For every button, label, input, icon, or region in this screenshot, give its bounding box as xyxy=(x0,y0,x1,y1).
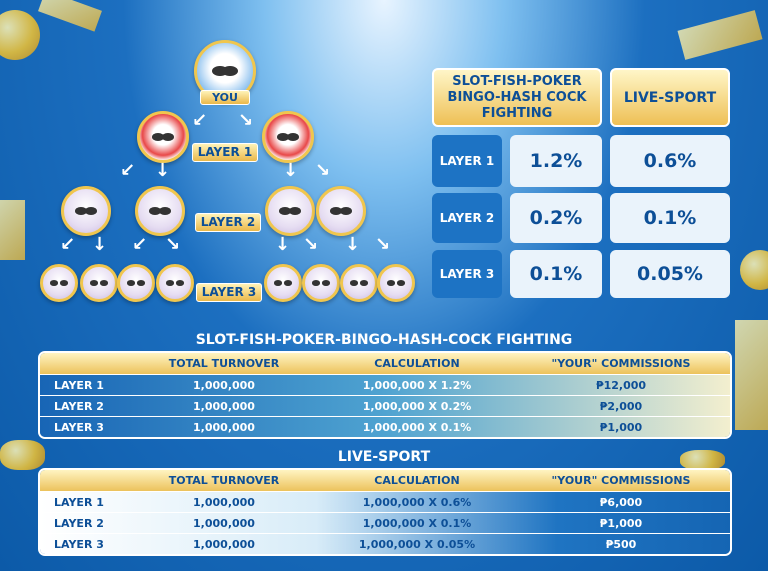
confetti-decoration xyxy=(0,200,25,260)
calculation-cell: 1,000,000 X 0.05% xyxy=(358,537,476,551)
layer-cell: LAYER 1 xyxy=(54,495,104,509)
layer-cell: LAYER 2 xyxy=(54,516,104,530)
col-header: "YOUR" COMMISSIONS xyxy=(551,474,691,487)
col-header: TOTAL TURNOVER xyxy=(168,474,280,487)
turnover-cell: 1,000,000 xyxy=(193,516,255,530)
layer3-avatar xyxy=(302,264,340,302)
coin-stack-decoration xyxy=(0,440,45,470)
table-header: TOTAL TURNOVER CALCULATION "YOUR" COMMIS… xyxy=(40,353,730,374)
arrow-icon: ↓ xyxy=(92,234,108,255)
layer-cell: LAYER 2 xyxy=(54,399,104,413)
arrow-icon: ↘ xyxy=(375,234,391,255)
confetti-decoration xyxy=(38,0,102,32)
rate-slot-value: 1.2% xyxy=(510,135,602,187)
layer-cell: LAYER 3 xyxy=(54,537,104,551)
gold-coin-decoration xyxy=(0,10,40,60)
arrow-icon: ↓ xyxy=(155,160,171,181)
table-row: LAYER 1 1,000,000 1,000,000 X 0.6% ₱6,00… xyxy=(40,491,730,512)
layer3-avatar xyxy=(80,264,118,302)
table-row: LAYER 1 1,000,000 1,000,000 X 1.2% ₱12,0… xyxy=(40,374,730,395)
table-row: LAYER 3 1,000,000 1,000,000 X 0.1% ₱1,00… xyxy=(40,416,730,437)
slot-commission-table: TOTAL TURNOVER CALCULATION "YOUR" COMMIS… xyxy=(38,351,732,439)
arrow-down-right-icon: ↘ xyxy=(238,110,254,131)
layer2-avatar xyxy=(135,186,185,236)
sport-table-title: LIVE-SPORT xyxy=(337,449,431,465)
table-row: LAYER 2 1,000,000 1,000,000 X 0.2% ₱2,00… xyxy=(40,395,730,416)
arrow-icon: ↙ xyxy=(60,234,76,255)
arrow-icon: ↓ xyxy=(345,234,361,255)
sport-commission-table: TOTAL TURNOVER CALCULATION "YOUR" COMMIS… xyxy=(38,468,732,556)
commission-cell: ₱12,000 xyxy=(595,378,647,392)
turnover-cell: 1,000,000 xyxy=(193,495,255,509)
layer3-label: LAYER 3 xyxy=(196,283,262,302)
arrow-icon: ↙ xyxy=(120,160,136,181)
calculation-cell: 1,000,000 X 0.6% xyxy=(362,495,472,509)
arrow-icon: ↘ xyxy=(315,160,331,181)
layer3-avatar xyxy=(340,264,378,302)
rate-layer-label: LAYER 2 xyxy=(432,193,502,243)
layer3-avatar xyxy=(377,264,415,302)
arrow-icon: ↓ xyxy=(283,160,299,181)
rate-slot-value: 0.2% xyxy=(510,193,602,243)
calculation-cell: 1,000,000 X 1.2% xyxy=(362,378,472,392)
rate-sport-value: 0.6% xyxy=(610,135,730,187)
layer-cell: LAYER 3 xyxy=(54,420,104,434)
arrow-icon: ↘ xyxy=(303,234,319,255)
you-label: YOU xyxy=(200,90,250,105)
layer3-avatar xyxy=(117,264,155,302)
table-header: TOTAL TURNOVER CALCULATION "YOUR" COMMIS… xyxy=(40,470,730,491)
commission-cell: ₱1,000 xyxy=(599,420,643,434)
layer2-label: LAYER 2 xyxy=(195,213,261,232)
turnover-cell: 1,000,000 xyxy=(193,378,255,392)
col-header: TOTAL TURNOVER xyxy=(168,357,280,370)
commission-cell: ₱6,000 xyxy=(599,495,643,509)
layer-cell: LAYER 1 xyxy=(54,378,104,392)
arrow-icon: ↘ xyxy=(165,234,181,255)
rate-sport-value: 0.1% xyxy=(610,193,730,243)
turnover-cell: 1,000,000 xyxy=(193,420,255,434)
slot-table-title: SLOT-FISH-POKER-BINGO-HASH-COCK FIGHTING xyxy=(195,332,573,348)
rate-sport-value: 0.05% xyxy=(610,250,730,298)
layer1-avatar xyxy=(137,111,189,163)
confetti-decoration xyxy=(677,10,763,60)
layer3-avatar xyxy=(40,264,78,302)
calculation-cell: 1,000,000 X 0.2% xyxy=(362,399,472,413)
arrow-icon: ↓ xyxy=(275,234,291,255)
rate-slot-value: 0.1% xyxy=(510,250,602,298)
commission-cell: ₱500 xyxy=(605,537,637,551)
rate-layer-label: LAYER 3 xyxy=(432,250,502,298)
turnover-cell: 1,000,000 xyxy=(193,537,255,551)
layer1-label: LAYER 1 xyxy=(192,143,258,162)
rate-header-sport: LIVE-SPORT xyxy=(610,68,730,127)
gold-coin-decoration xyxy=(740,250,768,290)
turnover-cell: 1,000,000 xyxy=(193,399,255,413)
arrow-down-left-icon: ↙ xyxy=(192,110,208,131)
commission-cell: ₱1,000 xyxy=(599,516,643,530)
arrow-icon: ↙ xyxy=(132,234,148,255)
rate-header-slot: SLOT-FISH-POKER BINGO-HASH COCK FIGHTING xyxy=(432,68,602,127)
layer3-avatar xyxy=(156,264,194,302)
col-header: CALCULATION xyxy=(374,357,460,370)
col-header: CALCULATION xyxy=(374,474,460,487)
table-row: LAYER 2 1,000,000 1,000,000 X 0.1% ₱1,00… xyxy=(40,512,730,533)
table-row: LAYER 3 1,000,000 1,000,000 X 0.05% ₱500 xyxy=(40,533,730,554)
commission-cell: ₱2,000 xyxy=(599,399,643,413)
calculation-cell: 1,000,000 X 0.1% xyxy=(362,420,472,434)
layer2-avatar xyxy=(265,186,315,236)
layer2-avatar xyxy=(61,186,111,236)
rate-layer-label: LAYER 1 xyxy=(432,135,502,187)
layer3-avatar xyxy=(264,264,302,302)
calculation-cell: 1,000,000 X 0.1% xyxy=(362,516,472,530)
col-header: "YOUR" COMMISSIONS xyxy=(551,357,691,370)
layer2-avatar xyxy=(316,186,366,236)
layer1-avatar xyxy=(262,111,314,163)
coin-stack-decoration xyxy=(680,450,725,470)
gift-box-decoration xyxy=(735,320,768,430)
